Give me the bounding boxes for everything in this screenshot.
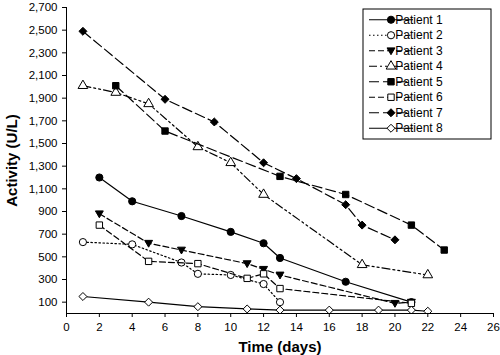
svg-text:2,700: 2,700	[29, 1, 58, 13]
svg-text:16: 16	[323, 321, 336, 333]
svg-text:Patient 6: Patient 6	[395, 90, 443, 104]
svg-text:20: 20	[389, 321, 402, 333]
svg-text:Patient 8: Patient 8	[395, 121, 443, 135]
svg-text:Patient 4: Patient 4	[395, 59, 443, 73]
svg-text:14: 14	[290, 321, 303, 333]
svg-text:Patient 7: Patient 7	[395, 106, 443, 120]
svg-text:Time (days): Time (days)	[238, 338, 321, 355]
svg-text:4: 4	[129, 321, 136, 333]
svg-text:Activity (U/L): Activity (U/L)	[3, 114, 20, 207]
svg-text:Patient 1: Patient 1	[395, 13, 443, 27]
svg-text:8: 8	[195, 321, 201, 333]
svg-text:6: 6	[162, 321, 168, 333]
svg-text:26: 26	[487, 321, 500, 333]
svg-text:18: 18	[356, 321, 369, 333]
svg-text:1,700: 1,700	[29, 115, 58, 127]
svg-text:1,500: 1,500	[29, 137, 58, 149]
svg-text:700: 700	[38, 228, 57, 240]
svg-text:Patient 2: Patient 2	[395, 28, 443, 42]
svg-text:500: 500	[38, 251, 57, 263]
svg-text:2,500: 2,500	[29, 24, 58, 36]
svg-text:0: 0	[63, 321, 69, 333]
svg-text:22: 22	[421, 321, 434, 333]
svg-text:1,300: 1,300	[29, 160, 58, 172]
svg-text:1,100: 1,100	[29, 183, 58, 195]
svg-text:24: 24	[454, 321, 467, 333]
svg-text:12: 12	[257, 321, 270, 333]
svg-text:2: 2	[96, 321, 102, 333]
svg-text:10: 10	[224, 321, 237, 333]
svg-text:900: 900	[38, 205, 57, 217]
svg-text:100: 100	[38, 296, 57, 308]
svg-text:1,900: 1,900	[29, 92, 58, 104]
svg-text:Patient 3: Patient 3	[395, 44, 443, 58]
svg-text:Patient 5: Patient 5	[395, 75, 443, 89]
svg-text:300: 300	[38, 273, 57, 285]
svg-text:2,300: 2,300	[29, 47, 58, 59]
svg-text:2,100: 2,100	[29, 69, 58, 81]
